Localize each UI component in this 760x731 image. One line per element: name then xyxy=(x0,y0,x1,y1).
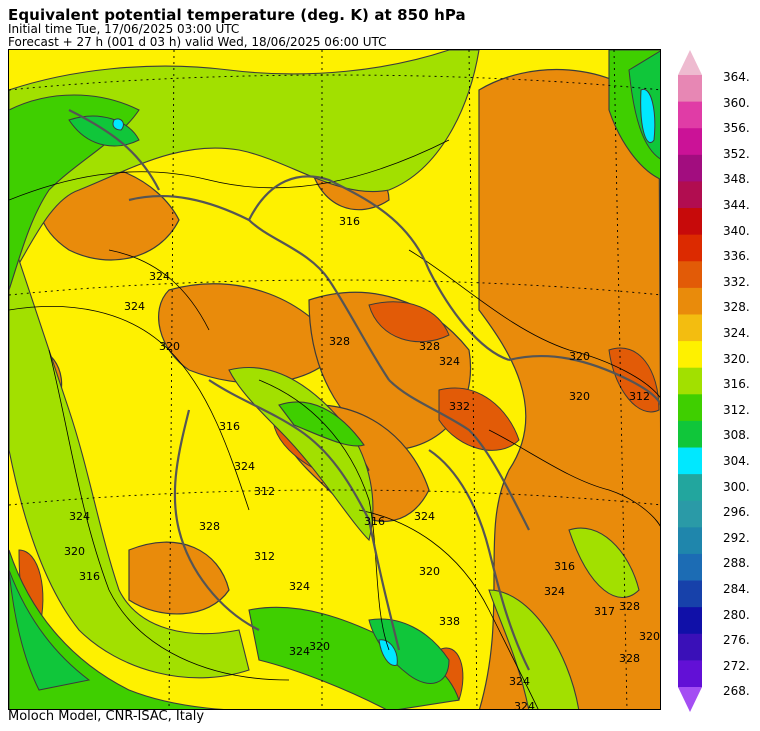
colorbar-swatch xyxy=(678,341,702,369)
colorbar-swatch xyxy=(678,687,702,712)
theta-e-map: 320 316 324 320 324 328 316 328 320 324 316 316 324 3… xyxy=(8,49,661,710)
contour-label: 324 xyxy=(69,510,90,523)
colorbar-swatch xyxy=(678,181,702,209)
colorbar-tick-label: 304. xyxy=(723,454,750,468)
contour-label: 316 xyxy=(339,215,360,228)
colorbar-swatch xyxy=(678,287,702,315)
colorbar-tick-label: 360. xyxy=(723,95,750,110)
contour-label: 328 xyxy=(419,340,440,353)
contour-label: 320 xyxy=(159,340,180,353)
contour-label: 312 xyxy=(629,390,650,403)
colorbar-tick-label: 324. xyxy=(723,326,750,340)
colorbar-swatch xyxy=(678,500,702,528)
colorbar-swatch xyxy=(678,261,702,289)
contour-label: 317 xyxy=(594,605,615,618)
contour-label: 320 xyxy=(569,390,590,403)
colorbar-swatch xyxy=(678,580,702,608)
colorbar-tick-label: 276. xyxy=(723,633,750,648)
colorbar-swatch xyxy=(678,527,702,555)
contour-label: 324 xyxy=(509,675,530,688)
colorbar-swatch xyxy=(678,394,702,422)
colorbar-swatch xyxy=(678,367,702,395)
contour-label: 316 xyxy=(364,515,385,528)
contour-label: 316 xyxy=(79,570,100,583)
latlon-grid xyxy=(9,50,660,709)
contour-label: 324 xyxy=(149,270,170,283)
contour-label: 320 xyxy=(639,630,660,643)
colorbar-tick-label: 288. xyxy=(723,556,750,571)
contour-label: 324 xyxy=(234,460,255,473)
contour-label: 328 xyxy=(329,335,350,348)
contour-label: 324 xyxy=(439,355,460,368)
contour-label: 316 xyxy=(554,560,575,573)
contour-label: 332 xyxy=(449,400,470,413)
colorbar-tick-label: 284. xyxy=(723,582,750,596)
country-borders xyxy=(68,109,660,671)
colorbar-swatch xyxy=(678,447,702,475)
contour-label: 316 xyxy=(219,420,240,433)
colorbar-tick-label: 272. xyxy=(723,658,750,673)
contour-label: 328 xyxy=(619,600,640,613)
contour-label: 312 xyxy=(254,550,275,563)
contour-label: 320 xyxy=(309,640,330,653)
colorbar-tick-label: 336. xyxy=(723,249,750,264)
contour-label: 328 xyxy=(199,520,220,533)
contour-label: 324 xyxy=(289,580,310,593)
colorbar-tick-label: 312. xyxy=(723,402,750,417)
colorbar-swatch xyxy=(678,75,702,103)
field-304 xyxy=(112,88,656,666)
initial-time-label: Initial time Tue, 17/06/2025 03:00 UTC xyxy=(8,22,240,36)
contour-label: 324 xyxy=(289,645,310,658)
contour-label: 324 xyxy=(124,300,145,313)
colorbar-swatch xyxy=(678,234,702,262)
colorbar-tick-label: 292. xyxy=(723,530,750,545)
colorbar-tick-label: 316. xyxy=(723,377,750,392)
colorbar-swatch xyxy=(678,154,702,182)
contour-label: 320 xyxy=(64,545,85,558)
colorbar-tick-label: 340. xyxy=(723,223,750,238)
colorbar-swatch xyxy=(678,128,702,156)
model-credit: Moloch Model, CNR-ISAC, Italy xyxy=(8,709,205,724)
colorbar-swatch xyxy=(678,474,702,502)
colorbar-swatch xyxy=(678,633,702,661)
contour-label: 324 xyxy=(514,700,535,710)
colorbar-tick-label: 332. xyxy=(723,274,750,289)
colorbar-swatch xyxy=(678,420,702,449)
colorbar-tick-label: 344. xyxy=(723,198,750,212)
contour-label-group: 3203163243203243283163283203243163163243… xyxy=(64,215,660,710)
colorbar-tick-label: 320. xyxy=(723,351,750,366)
colorbar-tick-label: 364. xyxy=(723,70,750,84)
colorbar-swatch xyxy=(678,660,702,688)
colorbar-tick-label: 268. xyxy=(723,684,750,699)
colorbar-swatch xyxy=(678,101,702,129)
colorbar xyxy=(678,50,702,712)
colorbar-swatch xyxy=(678,607,702,635)
contour-label: 320 xyxy=(419,565,440,578)
colorbar-tick-label: 328. xyxy=(723,300,750,315)
map-canvas: 3203163243203243283163283203243163163243… xyxy=(9,50,660,710)
colorbar-tick-label: 296. xyxy=(723,505,750,520)
contour-lines xyxy=(9,139,660,709)
chart-title: Equivalent potential temperature (deg. K… xyxy=(8,6,466,24)
contour-label: 338 xyxy=(439,615,460,628)
colorbar-swatch xyxy=(678,553,702,582)
colorbar-tick-label: 352. xyxy=(723,146,750,161)
colorbar-swatch xyxy=(678,314,702,342)
contour-label: 324 xyxy=(414,510,435,523)
colorbar-tick-label: 308. xyxy=(723,428,750,443)
contour-label: 320 xyxy=(569,350,590,363)
colorbar-tick-label: 348. xyxy=(723,172,750,187)
colorbar-tick-label: 300. xyxy=(723,479,750,494)
colorbar-swatch xyxy=(678,50,702,75)
colorbar-tick-label: 356. xyxy=(723,121,750,136)
contour-label: 324 xyxy=(544,585,565,598)
colorbar-tick-label: 280. xyxy=(723,607,750,622)
contour-label: 328 xyxy=(619,652,640,665)
colorbar-swatch xyxy=(678,208,702,236)
forecast-validity-label: Forecast + 27 h (001 d 03 h) valid Wed, … xyxy=(8,35,387,49)
contour-label: 312 xyxy=(254,485,275,498)
